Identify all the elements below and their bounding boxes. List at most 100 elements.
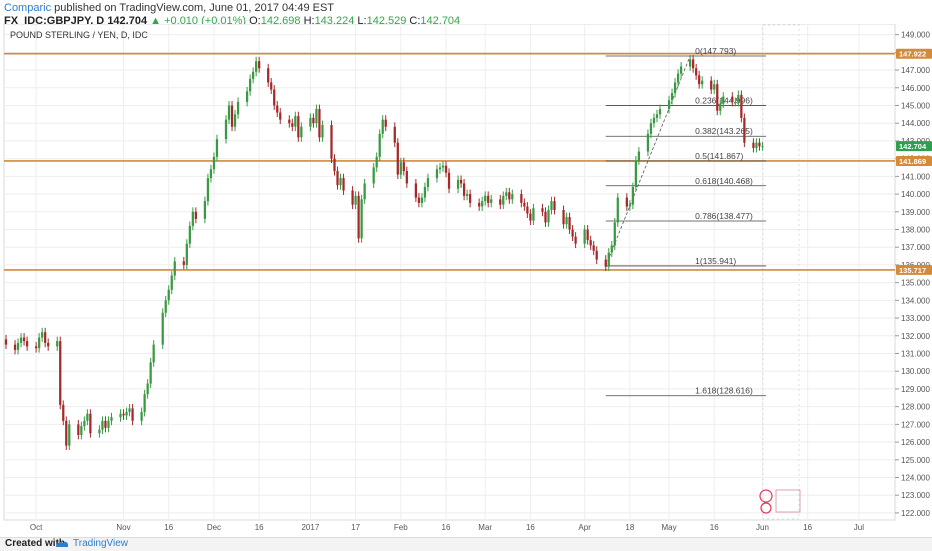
candle-body bbox=[520, 194, 523, 203]
candle-body bbox=[478, 202, 481, 207]
open-label: O: bbox=[249, 15, 261, 27]
x-tick-label: 16 bbox=[526, 523, 535, 532]
candle-body bbox=[236, 101, 240, 115]
candle bbox=[140, 407, 143, 426]
candle-body bbox=[384, 119, 387, 127]
y-tick-label: 131.000 bbox=[901, 349, 930, 358]
candle bbox=[101, 416, 104, 435]
candle-body bbox=[553, 201, 556, 210]
candle bbox=[722, 92, 725, 109]
candle-body bbox=[465, 194, 469, 196]
y-tick-label: 134.000 bbox=[901, 296, 930, 305]
candle bbox=[267, 63, 270, 87]
candle bbox=[122, 409, 125, 420]
time-axis[interactable]: Oct Nov 16 Dec 16 2017 17 Feb 16 Mar 16 Apr 18 May 16 J… bbox=[30, 523, 864, 532]
candle-body bbox=[505, 192, 508, 196]
candle bbox=[405, 166, 408, 188]
candle bbox=[583, 225, 586, 249]
candle bbox=[291, 118, 294, 132]
candle-body bbox=[279, 112, 282, 120]
x-tick-label: 2017 bbox=[301, 523, 319, 532]
author-link[interactable]: Comparic bbox=[4, 2, 52, 14]
candle bbox=[351, 186, 354, 210]
candle bbox=[670, 88, 674, 105]
candle-body bbox=[761, 146, 764, 148]
candle bbox=[423, 182, 427, 203]
candle-body bbox=[481, 201, 484, 207]
price-tag-label: 141.869 bbox=[899, 157, 926, 166]
candle bbox=[459, 175, 463, 188]
candle-body bbox=[722, 96, 725, 104]
candle bbox=[616, 193, 619, 227]
candle bbox=[631, 182, 634, 210]
candle bbox=[713, 79, 716, 94]
candle bbox=[511, 189, 514, 204]
candle-body bbox=[318, 109, 321, 138]
candle bbox=[315, 104, 318, 128]
candle bbox=[613, 217, 616, 250]
candle bbox=[233, 109, 237, 132]
candle-body bbox=[396, 142, 399, 175]
candle bbox=[270, 78, 273, 94]
y-tick-label: 127.000 bbox=[901, 420, 930, 429]
candle bbox=[737, 90, 740, 107]
candle bbox=[86, 409, 89, 426]
candle bbox=[758, 138, 761, 151]
tradingview-link[interactable]: TradingView bbox=[73, 538, 129, 549]
candle bbox=[574, 232, 577, 249]
x-tick-label: 16 bbox=[803, 523, 812, 532]
price-chart[interactable]: POUND STERLING / YEN, D, IDC 0(147.793) 0… bbox=[0, 24, 932, 537]
candle-body bbox=[161, 312, 164, 345]
candle bbox=[19, 333, 23, 348]
candle bbox=[655, 109, 659, 123]
candle-body bbox=[423, 186, 427, 198]
candle-body bbox=[649, 123, 653, 134]
candle bbox=[143, 389, 146, 417]
candle bbox=[25, 336, 29, 351]
candle bbox=[288, 115, 291, 128]
candle bbox=[487, 191, 490, 208]
candle bbox=[523, 198, 526, 211]
candle bbox=[435, 164, 439, 183]
y-tick-label: 149.000 bbox=[901, 31, 930, 40]
candle bbox=[375, 152, 378, 172]
candle-body bbox=[107, 420, 110, 428]
candle bbox=[312, 113, 315, 128]
candle-body bbox=[435, 169, 439, 179]
price-tag bbox=[896, 264, 932, 275]
candle bbox=[444, 161, 448, 178]
y-tick-label: 146.000 bbox=[901, 84, 930, 93]
candle-body bbox=[110, 417, 113, 421]
fib-level-label: 0(147.793) bbox=[695, 46, 736, 56]
candle bbox=[607, 248, 610, 272]
candle bbox=[236, 97, 240, 119]
candle-body bbox=[607, 252, 610, 267]
candle bbox=[481, 196, 484, 211]
candle-body bbox=[631, 186, 634, 205]
candle-body bbox=[140, 411, 143, 421]
candle-body bbox=[354, 195, 357, 205]
candle-body bbox=[447, 172, 451, 189]
candle bbox=[649, 118, 653, 139]
candle bbox=[701, 76, 704, 89]
candle-body bbox=[312, 117, 315, 124]
y-tick-label: 126.000 bbox=[901, 438, 930, 447]
candle-body bbox=[89, 413, 92, 434]
candle-body bbox=[610, 245, 613, 253]
candle-body bbox=[499, 199, 502, 205]
candle bbox=[586, 225, 589, 245]
candle-body bbox=[339, 178, 342, 186]
candle-body bbox=[689, 59, 692, 67]
candle-body bbox=[276, 105, 279, 113]
candle-body bbox=[414, 183, 418, 198]
candle bbox=[396, 138, 399, 179]
candle-body bbox=[468, 194, 472, 203]
candle-body bbox=[571, 229, 574, 237]
candle-body bbox=[13, 344, 17, 350]
candle bbox=[565, 212, 568, 229]
candle-body bbox=[719, 103, 722, 111]
candle-body bbox=[613, 222, 616, 246]
watermark-logo bbox=[759, 489, 801, 514]
low-label: L: bbox=[357, 15, 367, 27]
candle bbox=[59, 336, 62, 410]
